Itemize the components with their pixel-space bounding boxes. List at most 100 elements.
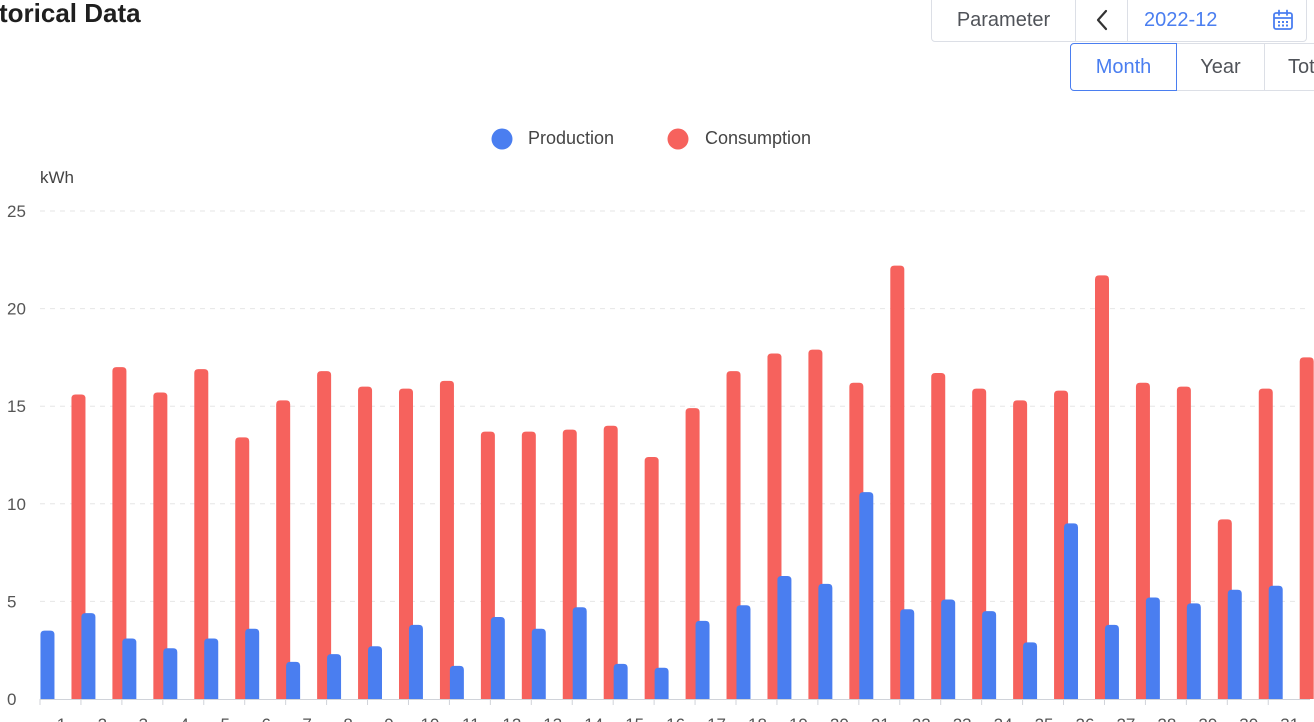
date-value: 2022-12 xyxy=(1144,8,1218,31)
bar-consumption xyxy=(358,386,373,699)
x-tick-label: 11 xyxy=(462,715,480,722)
x-tick-label: 19 xyxy=(789,715,808,722)
bar-production xyxy=(368,646,383,699)
bar-production xyxy=(736,605,751,699)
bar-production xyxy=(1227,589,1242,699)
page-title: torical Data xyxy=(0,0,141,28)
bar-consumption xyxy=(1095,275,1110,699)
x-tick-label: 25 xyxy=(1035,715,1054,722)
x-tick-label: 18 xyxy=(748,715,767,722)
date-picker[interactable]: 2022-12 xyxy=(1127,0,1307,42)
x-tick-label: 15 xyxy=(625,715,644,722)
y-tick-label: 5 xyxy=(7,592,16,611)
bar-production xyxy=(531,628,546,699)
x-tick-label: 5 xyxy=(221,715,230,722)
legend-label-consumption: Consumption xyxy=(705,128,811,148)
x-tick-label: 12 xyxy=(502,715,521,722)
bar-production xyxy=(122,638,137,699)
x-tick-label: 21 xyxy=(871,715,890,722)
bar-production xyxy=(613,663,628,699)
x-tick-label: 6 xyxy=(261,715,270,722)
y-tick-label: 15 xyxy=(7,397,26,416)
bar-production xyxy=(204,638,219,699)
x-tick-label: 24 xyxy=(994,715,1013,722)
bar-production xyxy=(777,576,792,699)
bar-consumption xyxy=(644,456,659,699)
bar-consumption xyxy=(317,371,332,699)
previous-period-button[interactable] xyxy=(1075,0,1128,42)
bar-production xyxy=(327,654,342,699)
tab-month[interactable]: Month xyxy=(1070,43,1177,91)
x-tick-label: 20 xyxy=(830,715,849,722)
bar-production xyxy=(408,624,423,699)
x-tick-label: 16 xyxy=(666,715,685,722)
bar-consumption xyxy=(439,380,454,699)
bar-production xyxy=(490,617,505,699)
bar-consumption xyxy=(399,388,414,699)
bar-consumption xyxy=(194,369,209,699)
x-tick-label: 22 xyxy=(912,715,931,722)
bar-consumption xyxy=(890,265,905,699)
y-tick-label: 20 xyxy=(7,300,26,319)
y-axis-label: kWh xyxy=(40,168,74,187)
bar-production xyxy=(1268,585,1283,699)
bar-production xyxy=(1023,642,1038,699)
bar-production xyxy=(1145,597,1160,699)
bar-consumption xyxy=(603,425,618,699)
x-tick-label: 30 xyxy=(1239,715,1258,722)
bar-consumption xyxy=(112,367,127,699)
x-tick-label: 27 xyxy=(1116,715,1135,722)
bar-production xyxy=(1104,624,1119,699)
bar-production xyxy=(40,630,55,699)
x-tick-label: 17 xyxy=(707,715,726,722)
bar-production xyxy=(941,599,956,699)
bar-production xyxy=(654,667,669,699)
x-tick-label: 8 xyxy=(343,715,352,722)
bar-production xyxy=(245,628,260,699)
y-tick-label: 10 xyxy=(7,495,26,514)
tab-total[interactable]: Tot xyxy=(1264,43,1314,91)
bar-consumption xyxy=(1299,357,1314,699)
x-tick-label: 26 xyxy=(1076,715,1095,722)
tab-year[interactable]: Year xyxy=(1176,43,1265,91)
x-tick-label: 13 xyxy=(543,715,562,722)
legend-marker-consumption xyxy=(667,128,689,150)
bar-production xyxy=(163,648,178,699)
bar-production xyxy=(286,661,301,699)
x-tick-label: 29 xyxy=(1198,715,1217,722)
bar-consumption xyxy=(153,392,168,699)
x-tick-label: 28 xyxy=(1157,715,1176,722)
x-tick-label: 4 xyxy=(180,715,189,722)
x-tick-label: 14 xyxy=(584,715,603,722)
parameter-button[interactable]: Parameter xyxy=(931,0,1076,42)
calendar-icon[interactable] xyxy=(1272,9,1294,31)
bar-production xyxy=(572,607,587,699)
bar-production xyxy=(695,620,710,699)
y-tick-label: 0 xyxy=(7,690,16,709)
x-tick-label: 9 xyxy=(384,715,393,722)
legend-label-production: Production xyxy=(528,128,614,148)
x-tick-label: 1 xyxy=(57,715,66,722)
x-tick-label: 31 xyxy=(1280,715,1299,722)
x-tick-label: 2 xyxy=(98,715,107,722)
bar-consumption xyxy=(1013,400,1028,699)
bar-production xyxy=(449,665,464,699)
bar-production xyxy=(818,583,833,699)
bar-production xyxy=(900,609,915,699)
y-tick-label: 25 xyxy=(7,202,26,221)
bar-production xyxy=(859,492,874,699)
x-tick-label: 23 xyxy=(953,715,972,722)
bar-production xyxy=(1064,523,1079,699)
bar-production xyxy=(1186,603,1201,699)
chevron-left-icon xyxy=(1096,9,1107,31)
bar-consumption xyxy=(276,400,291,699)
x-tick-label: 7 xyxy=(302,715,311,722)
x-tick-label: 10 xyxy=(420,715,439,722)
x-tick-label: 3 xyxy=(139,715,148,722)
bar-production xyxy=(81,613,96,699)
legend-marker-production xyxy=(491,128,513,150)
parameter-label: Parameter xyxy=(956,8,1051,31)
bar-production xyxy=(982,611,997,699)
